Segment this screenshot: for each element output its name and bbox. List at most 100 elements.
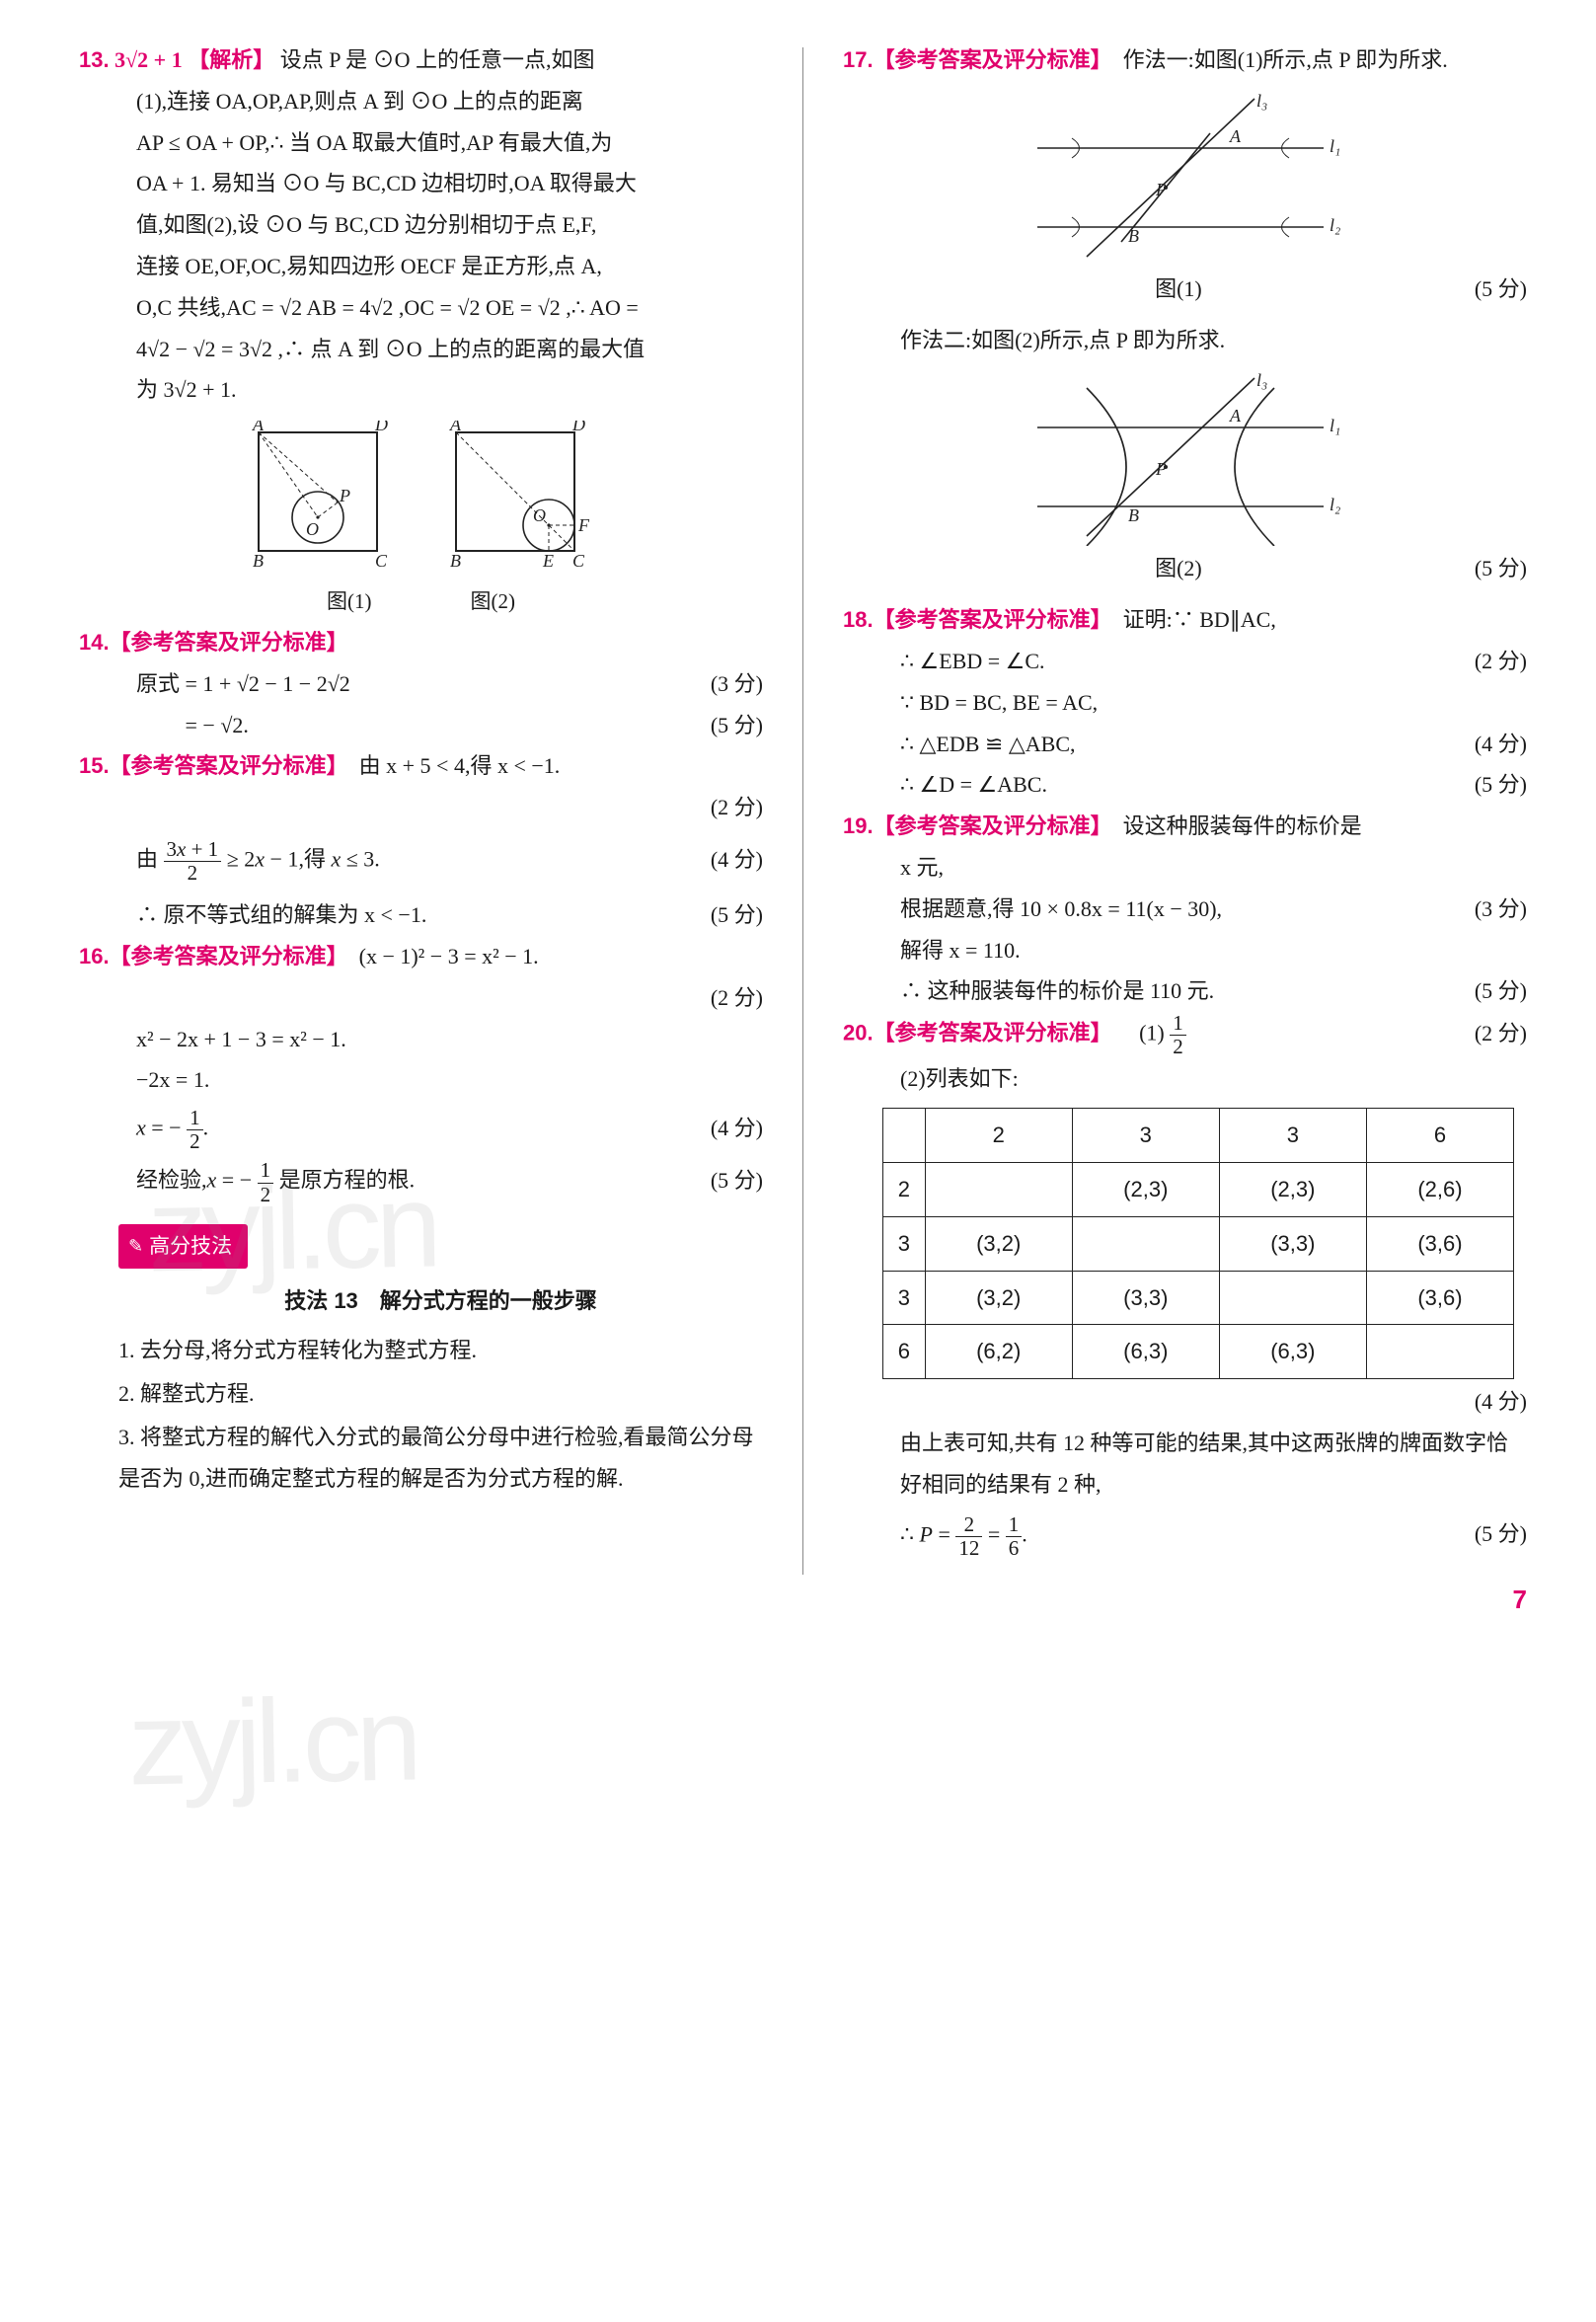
step: 设这种服装每件的标价是	[1123, 813, 1362, 838]
score: (2 分)	[1455, 641, 1527, 682]
step: 解得 x = 110.	[900, 930, 1527, 971]
q13-figures: AD BC PO AD BC OEF	[79, 421, 763, 579]
svg-text:B: B	[253, 551, 264, 571]
q13-fig2-svg: AD BC OEF	[436, 421, 604, 579]
q13-line: 值,如图(2),设 ⊙O 与 BC,CD 边分别相切于点 E,F,	[79, 204, 763, 246]
q13-line: 连接 OE,OF,OC,易知四边形 OECF 是正方形,点 A,	[79, 246, 763, 287]
svg-text:l₃: l₃	[1256, 370, 1267, 390]
svg-text:P: P	[1155, 180, 1167, 199]
step: 证明:∵ BD∥AC,	[1123, 607, 1276, 632]
q20-table-score: (4 分)	[1455, 1381, 1527, 1423]
svg-text:B: B	[1128, 226, 1139, 246]
step: ∴ ∠EBD = ∠C.	[900, 641, 1455, 682]
score: (5 分)	[1455, 970, 1527, 1012]
table-cell: 3	[1219, 1109, 1366, 1163]
svg-text:A: A	[449, 421, 462, 434]
q17-fig2-caption: 图(2)	[882, 548, 1475, 589]
table-cell: (6,3)	[1219, 1325, 1366, 1379]
tips-badge-label: 高分技法	[149, 1227, 232, 1267]
step: ∴ ∠D = ∠ABC.	[900, 764, 1455, 806]
svg-text:E: E	[542, 551, 554, 571]
question-15: 15.【参考答案及评分标准】 由 x + 5 < 4,得 x < −1. (2 …	[79, 745, 763, 936]
tips-item: 2. 解整式方程.	[118, 1373, 763, 1415]
svg-text:P: P	[339, 486, 350, 505]
q13-fig2-caption: 图(2)	[471, 582, 516, 622]
lightbulb-icon: ✎	[128, 1229, 143, 1263]
table-cell: 2	[883, 1162, 926, 1216]
q16-number: 16.	[79, 944, 110, 968]
q13-line: (1),连接 OA,OP,AP,则点 A 到 ⊙O 上的点的距离	[79, 81, 763, 122]
q15-number: 15.	[79, 753, 110, 778]
svg-text:P: P	[1155, 459, 1167, 479]
table-cell	[883, 1109, 926, 1163]
q17-fig1-score: (5 分)	[1475, 269, 1527, 310]
q20-part1-score: (2 分)	[1455, 1013, 1527, 1054]
question-20: 20.【参考答案及评分标准】 (1) 12 (2 分) (2)列表如下: 2 3…	[843, 1012, 1527, 1560]
table-cell: 3	[1072, 1109, 1219, 1163]
question-19: 19.【参考答案及评分标准】 设这种服装每件的标价是 x 元, 根据题意,得 1…	[843, 806, 1527, 1012]
table-cell: 3	[883, 1271, 926, 1325]
q18-tag: 【参考答案及评分标准】	[874, 607, 1102, 632]
q13-fig1-caption: 图(1)	[327, 582, 372, 622]
q14-tag: 【参考答案及评分标准】	[110, 630, 348, 655]
q13-fig1-svg: AD BC PO	[239, 421, 407, 579]
table-cell	[925, 1162, 1072, 1216]
svg-text:C: C	[572, 551, 585, 571]
svg-text:D: D	[374, 421, 388, 434]
q16-tag: 【参考答案及评分标准】	[110, 944, 338, 968]
right-column: 17.【参考答案及评分标准】 作法一:如图(1)所示,点 P 即为所求. Al₁…	[843, 39, 1527, 1624]
step: x 元,	[900, 847, 1527, 889]
q17-fig1-caption: 图(1)	[882, 269, 1475, 310]
table-cell: (2,6)	[1366, 1162, 1513, 1216]
column-divider	[802, 47, 803, 1575]
table-cell	[1366, 1325, 1513, 1379]
q14-number: 14.	[79, 630, 110, 655]
score: (3 分)	[1455, 889, 1527, 930]
q13-line: 4√2 − √2 = 3√2 ,∴ 点 A 到 ⊙O 上的点的距离的最大值	[79, 329, 763, 370]
step: ∴ △EDB ≌ △ABC,	[900, 724, 1455, 765]
svg-text:B: B	[1128, 505, 1139, 525]
step: −2x = 1.	[136, 1059, 763, 1101]
table-cell: (3,2)	[925, 1271, 1072, 1325]
table-cell	[1072, 1216, 1219, 1271]
q17-fig2: Al₁ Bl₂ l₃ P	[843, 368, 1527, 546]
question-13: 13. 3√2 + 1 【解析】 设点 P 是 ⊙O 上的任意一点,如图 (1)…	[79, 39, 763, 622]
question-17: 17.【参考答案及评分标准】 作法一:如图(1)所示,点 P 即为所求. Al₁…	[843, 39, 1527, 589]
svg-text:C: C	[375, 551, 388, 571]
q17-fig2-score: (5 分)	[1475, 548, 1527, 589]
step: ∵ BD = BC, BE = AC,	[900, 682, 1527, 724]
q17-fig1: Al₁ Bl₂ l₃ P	[843, 89, 1527, 267]
left-column: 13. 3√2 + 1 【解析】 设点 P 是 ⊙O 上的任意一点,如图 (1)…	[79, 39, 763, 1624]
table-cell: 6	[883, 1325, 926, 1379]
svg-text:l₁: l₁	[1330, 416, 1340, 435]
step: 原式 = 1 + √2 − 1 − 2√2	[136, 663, 691, 705]
q13-line: 设点 P 是 ⊙O 上的任意一点,如图	[280, 47, 595, 72]
q17-method1: 作法一:如图(1)所示,点 P 即为所求.	[1123, 47, 1448, 72]
score: (5 分)	[691, 894, 763, 936]
table-cell: (3,2)	[925, 1216, 1072, 1271]
q13-line: AP ≤ OA + OP,∴ 当 OA 取最大值时,AP 有最大值,为	[79, 122, 763, 164]
step: 由 3x + 12 ≥ 2x − 1,得 x ≤ 3.	[136, 838, 691, 885]
q17-tag: 【参考答案及评分标准】	[874, 47, 1102, 72]
page: 13. 3√2 + 1 【解析】 设点 P 是 ⊙O 上的任意一点,如图 (1)…	[79, 39, 1527, 1624]
tips-item: 3. 将整式方程的解代入分式的最简公分母中进行检验,看最简公分母是否为 0,进而…	[118, 1417, 763, 1500]
score: (5 分)	[1455, 764, 1527, 806]
score: (5 分)	[691, 705, 763, 746]
q19-tag: 【参考答案及评分标准】	[874, 813, 1102, 838]
svg-text:l₃: l₃	[1256, 91, 1267, 111]
q13-tag: 【解析】	[188, 47, 274, 72]
step: 经检验,x = − 12 是原方程的根.	[136, 1159, 691, 1205]
svg-text:A: A	[1229, 126, 1242, 146]
svg-text:A: A	[1229, 406, 1242, 426]
svg-text:l₂: l₂	[1330, 495, 1340, 514]
step: x² − 2x + 1 − 3 = x² − 1.	[136, 1019, 763, 1060]
step: (x − 1)² − 3 = x² − 1.	[359, 944, 539, 968]
svg-text:D: D	[571, 421, 585, 434]
q13-answer: 3√2 + 1	[114, 47, 183, 72]
svg-text:l₁: l₁	[1330, 136, 1340, 156]
q13-line: 为 3√2 + 1.	[79, 369, 763, 411]
table-cell: (3,3)	[1072, 1271, 1219, 1325]
svg-text:l₂: l₂	[1330, 215, 1340, 235]
step: ∴ 这种服装每件的标价是 110 元.	[900, 970, 1455, 1012]
step: ∴ 原不等式组的解集为 x < −1.	[136, 894, 691, 936]
